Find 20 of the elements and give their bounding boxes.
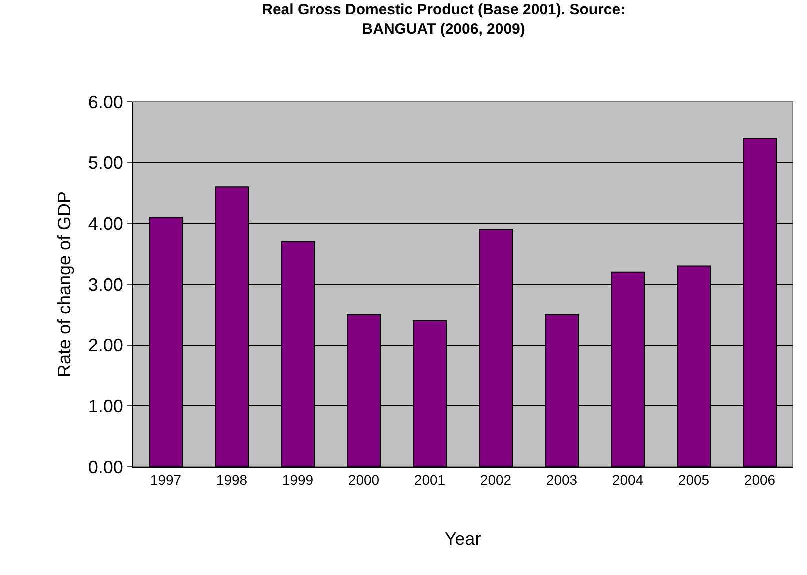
y-tick-label: 0.00 xyxy=(88,457,124,478)
chart-title: Real Gross Domestic Product (Base 2001). Source: BANGUAT (2006, 2009) xyxy=(262,1,626,38)
x-tick-label: 2006 xyxy=(744,472,776,488)
x-tick-label: 2000 xyxy=(348,472,380,488)
y-axis-title: Rate of change of GDP xyxy=(54,191,75,378)
x-tick-label: 1999 xyxy=(282,472,314,488)
y-tick-label: 2.00 xyxy=(88,336,124,356)
x-tick-label: 2002 xyxy=(480,472,512,488)
y-tick-label: 4.00 xyxy=(88,214,124,234)
x-tick-label: 1997 xyxy=(150,472,182,488)
y-tick-label: 5.00 xyxy=(88,153,124,174)
x-tick-label: 2001 xyxy=(414,472,446,488)
y-tick-label: 6.00 xyxy=(88,92,124,112)
x-tick-label: 2003 xyxy=(546,472,578,488)
x-tick-label: 2005 xyxy=(678,472,710,488)
x-axis-title: Year xyxy=(444,528,482,549)
y-tick-label: 1.00 xyxy=(88,396,124,416)
x-tick-label: 2004 xyxy=(612,472,644,488)
y-tick-label: 3.00 xyxy=(88,274,124,295)
x-tick-label: 1998 xyxy=(216,472,248,488)
